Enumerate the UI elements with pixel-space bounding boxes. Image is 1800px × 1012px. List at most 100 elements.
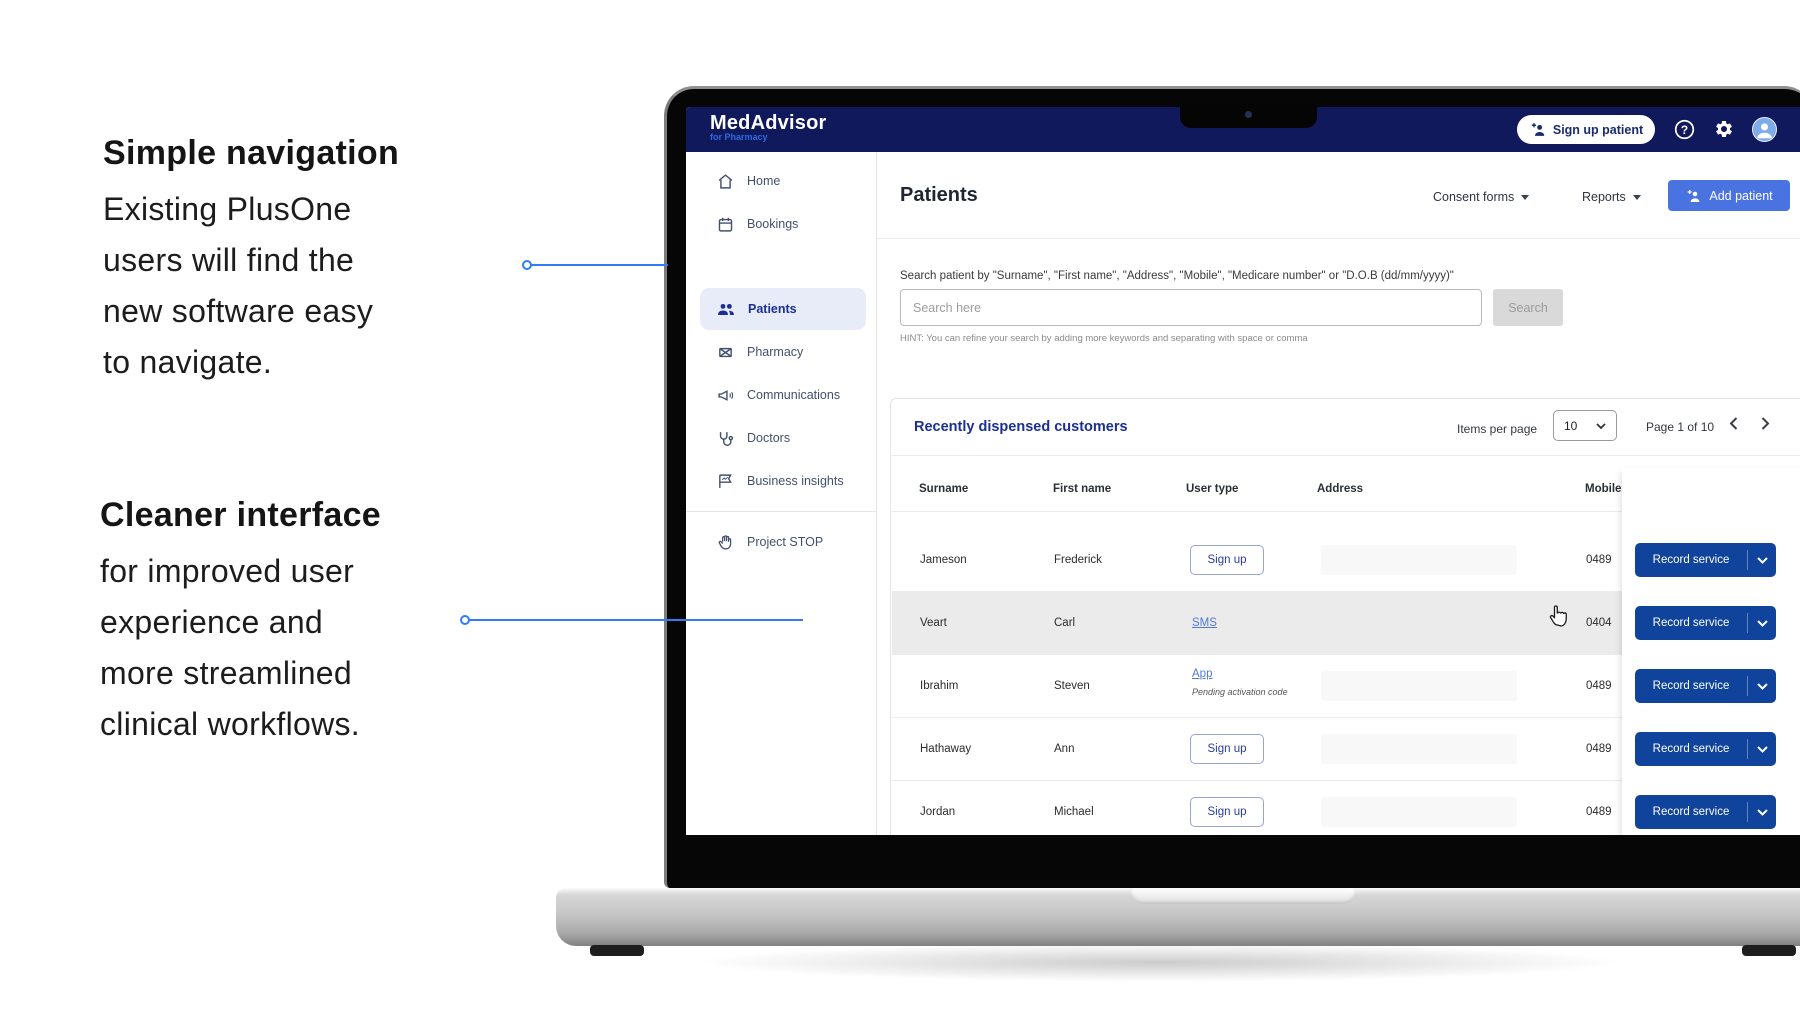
record-service-button[interactable]: Record service — [1635, 795, 1776, 829]
sidebar-item-business-insights[interactable]: Business insights — [686, 463, 877, 499]
sms-link[interactable]: SMS — [1192, 617, 1217, 629]
record-service-button[interactable]: Record service — [1635, 669, 1776, 703]
reports-menu[interactable]: Reports — [1582, 190, 1641, 204]
sidebar-item-doctors[interactable]: Doctors — [686, 420, 877, 456]
callout-connector-line — [469, 619, 803, 621]
patients-table-card: Recently dispensed customers Items per p… — [890, 398, 1800, 835]
cell-first-name: Steven — [1054, 680, 1090, 692]
callout-line: more streamlined — [100, 655, 353, 691]
page-prev-button[interactable] — [1729, 417, 1738, 434]
search-button[interactable]: Search — [1493, 289, 1563, 326]
record-service-label: Record service — [1652, 680, 1730, 692]
laptop-foot — [1742, 945, 1796, 956]
items-per-page-select[interactable]: 10 — [1553, 410, 1617, 441]
address-redacted — [1321, 545, 1517, 575]
help-icon[interactable]: ? — [1674, 119, 1695, 145]
sidebar-item-label: Pharmacy — [747, 345, 804, 359]
sidebar: Home Bookings Patients — [686, 152, 877, 835]
chevron-down-icon — [1632, 194, 1641, 200]
page-title: Patients — [900, 184, 978, 206]
sign-up-patient-label: Sign up patient — [1552, 122, 1644, 137]
brand-name: MedAdvisor — [710, 112, 827, 134]
main-content: Patients Consent forms Reports Add patie… — [877, 152, 1800, 835]
items-per-page-value: 10 — [1564, 418, 1578, 433]
cell-surname: Veart — [920, 617, 947, 629]
column-header-mobile: Mobile — [1585, 483, 1622, 495]
sidebar-item-label: Patients — [748, 302, 797, 316]
sidebar-item-label: Home — [747, 174, 781, 188]
sidebar-active-highlight — [700, 288, 866, 330]
search-input[interactable] — [900, 289, 1482, 326]
pharmacy-icon — [719, 347, 732, 357]
person-add-icon — [1688, 189, 1700, 202]
cell-mobile: 0489 — [1586, 806, 1612, 818]
pagination-label: Page 1 of 10 — [1646, 420, 1715, 434]
calendar-icon — [718, 217, 733, 232]
record-service-button[interactable]: Record service — [1635, 732, 1776, 766]
items-per-page-label: Items per page — [1457, 422, 1538, 436]
app-screen: MedAdvisor for Pharmacy Sign up patient … — [686, 107, 1800, 835]
button-divider — [1747, 550, 1748, 570]
sign-up-button[interactable]: Sign up — [1190, 545, 1264, 575]
pending-activation-note: Pending activation code — [1192, 687, 1288, 697]
sidebar-item-bookings[interactable]: Bookings — [686, 206, 877, 242]
record-service-label: Record service — [1652, 806, 1730, 818]
page-next-button[interactable] — [1761, 417, 1770, 434]
consent-forms-label: Consent forms — [1433, 190, 1515, 204]
home-icon — [718, 173, 733, 189]
cell-surname: Jordan — [920, 806, 956, 818]
callout-line: new software easy — [103, 293, 374, 329]
consent-forms-menu[interactable]: Consent forms — [1433, 190, 1530, 204]
address-redacted — [1321, 734, 1517, 764]
callout-cleaner-interface: Cleaner interface for improved user expe… — [100, 496, 520, 750]
record-service-button[interactable]: Record service — [1635, 606, 1776, 640]
stethoscope-icon — [719, 431, 734, 446]
chevron-down-icon[interactable] — [1748, 808, 1776, 816]
card-divider — [891, 455, 1800, 456]
user-avatar[interactable] — [1752, 117, 1777, 142]
record-service-label: Record service — [1652, 743, 1730, 755]
app-link[interactable]: App — [1192, 668, 1213, 680]
add-patient-button[interactable]: Add patient — [1668, 180, 1790, 211]
sidebar-item-patients[interactable]: Patients — [686, 291, 877, 327]
laptop-thumb-groove — [1130, 888, 1356, 904]
search-hint: HINT: You can refine your search by addi… — [900, 333, 1308, 344]
chevron-down-icon[interactable] — [1748, 619, 1776, 627]
chevron-down-icon[interactable] — [1748, 745, 1776, 753]
sign-up-button[interactable]: Sign up — [1190, 734, 1264, 764]
svg-text:?: ? — [1681, 123, 1688, 137]
callout-line: Existing PlusOne — [103, 191, 352, 227]
callout-line: for improved user — [100, 553, 355, 589]
laptop-notch — [1180, 104, 1317, 128]
sign-up-patient-button[interactable]: Sign up patient — [1517, 115, 1655, 144]
address-redacted — [1321, 797, 1517, 827]
sign-up-button[interactable]: Sign up — [1190, 797, 1264, 827]
address-redacted — [1321, 671, 1517, 701]
sidebar-item-home[interactable]: Home — [686, 163, 877, 199]
callout-connector-line — [531, 264, 668, 266]
person-icon — [1757, 123, 1772, 139]
chevron-right-icon — [1761, 417, 1770, 430]
callout-line: experience and — [100, 604, 324, 640]
gear-icon[interactable] — [1714, 119, 1734, 144]
column-header-address: Address — [1317, 483, 1364, 495]
cell-surname: Hathaway — [920, 743, 972, 755]
sidebar-item-communications[interactable]: Communications — [686, 377, 877, 413]
record-service-button[interactable]: Record service — [1635, 543, 1776, 577]
person-add-icon — [1531, 123, 1545, 136]
sidebar-item-label: Doctors — [747, 431, 791, 445]
callout-title: Cleaner interface — [100, 496, 382, 534]
callout-line: to navigate. — [103, 344, 273, 380]
cell-first-name: Frederick — [1054, 554, 1102, 566]
cell-first-name: Michael — [1054, 806, 1094, 818]
chevron-down-icon[interactable] — [1748, 556, 1776, 564]
chevron-down-icon[interactable] — [1748, 682, 1776, 690]
insights-flag-icon — [719, 473, 732, 488]
chevron-down-icon — [1596, 422, 1606, 429]
chevron-left-icon — [1729, 417, 1738, 430]
sidebar-item-pharmacy[interactable]: Pharmacy — [686, 334, 877, 370]
callout-title: Simple navigation — [103, 134, 400, 172]
brand-subtitle: for Pharmacy — [710, 132, 768, 142]
cell-first-name: Carl — [1054, 617, 1076, 629]
sidebar-item-project-stop[interactable]: Project STOP — [686, 524, 877, 560]
